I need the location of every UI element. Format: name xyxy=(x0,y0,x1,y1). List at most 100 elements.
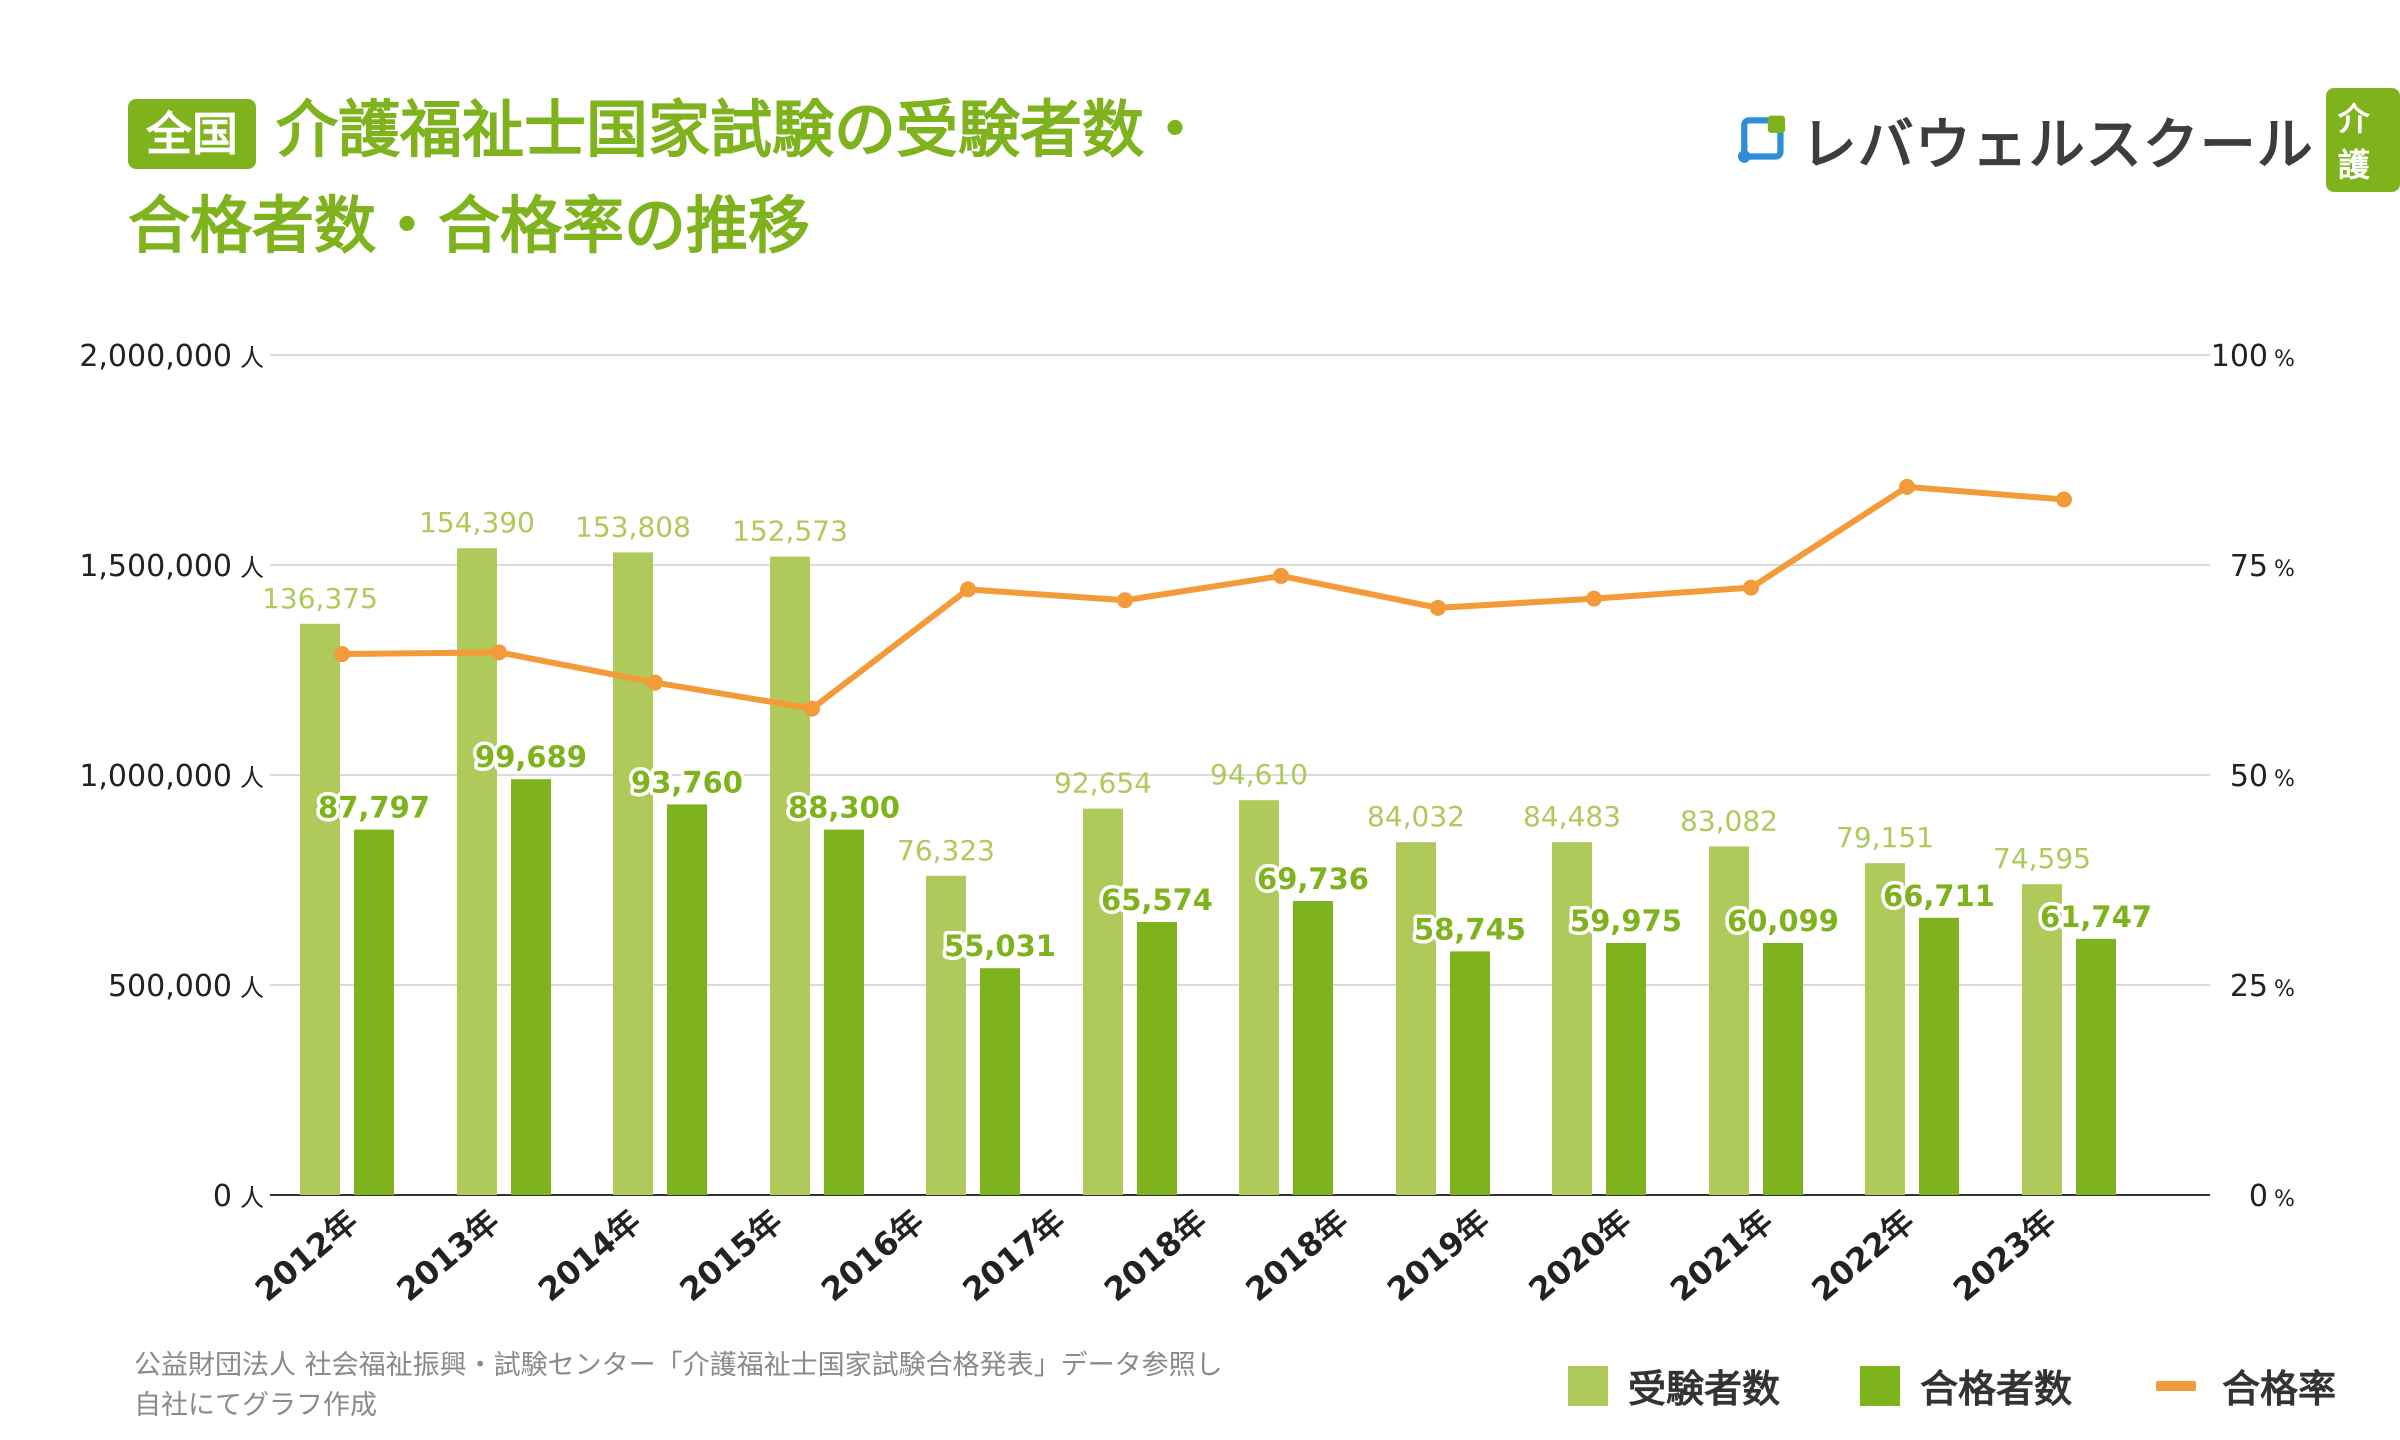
logo-mark-icon xyxy=(1738,115,1786,163)
bar-passers xyxy=(1293,901,1333,1195)
source-note: 公益財団法人 社会福祉振興・試験センター「介護福祉士国家試験合格発表」データ参照… xyxy=(134,1346,1223,1426)
bar-examinees xyxy=(1709,846,1749,1195)
y-left-unit-label: 人 xyxy=(240,764,264,792)
y-right-tick-label: 0 xyxy=(2249,1179,2268,1214)
x-tick-label: 2020年 xyxy=(1521,1202,1638,1309)
rate-point xyxy=(491,644,507,661)
x-tick-label: 2022年 xyxy=(1804,1202,1921,1309)
y-right-tick-label: 25 xyxy=(2230,969,2268,1004)
bar-examinees xyxy=(300,623,340,1195)
logo-text: レバウェルスクール xyxy=(1800,112,2314,178)
bar-label-examinees: 83,082 xyxy=(1680,804,1778,837)
bar-label-examinees: 84,483 xyxy=(1523,800,1621,833)
region-badge: 全国 xyxy=(128,98,256,169)
bar-label-examinees: 79,151 xyxy=(1836,821,1934,854)
bar-label-examinees: 76,323 xyxy=(897,834,995,867)
bar-passers xyxy=(980,968,1020,1195)
bar-examinees xyxy=(1865,863,1905,1195)
bar-label-examinees: 153,808 xyxy=(575,510,691,543)
bar-passers xyxy=(1450,951,1490,1195)
bar-label-passers: 61,747 xyxy=(2040,900,2152,934)
rate-point xyxy=(960,581,976,598)
page-title: 全国 介護福祉士国家試験の受験者数・ 合格者数・合格率の推移 xyxy=(128,82,1206,274)
title-line-2: 合格者数・合格率の推移 xyxy=(128,189,811,262)
bar-label-passers: 60,099 xyxy=(1727,904,1839,938)
bar-examinees xyxy=(457,548,497,1195)
legend-swatch-passers xyxy=(1860,1365,1900,1406)
rate-point xyxy=(647,674,663,691)
logo-badge: 介護 xyxy=(2325,88,2400,192)
y-left-unit-label: 人 xyxy=(240,974,264,1002)
bar-label-passers: 99,689 xyxy=(475,740,587,774)
bar-label-passers: 88,300 xyxy=(788,791,900,825)
bar-label-passers: 58,745 xyxy=(1414,912,1526,946)
bar-label-examinees: 136,375 xyxy=(262,582,378,615)
bar-examinees xyxy=(926,875,966,1195)
y-left-tick-label: 1,000,000 xyxy=(79,759,232,794)
bar-passers xyxy=(1137,922,1177,1195)
y-left-tick-label: 500,000 xyxy=(108,969,232,1004)
chart: 0 人 0 %500,000 人 25 %1,000,000 人 50 %1,500,000 人 75… xyxy=(79,339,2295,1309)
x-tick-label: 2017年 xyxy=(955,1202,1072,1309)
legend-swatch-examinees xyxy=(1568,1365,1608,1406)
bar-examinees xyxy=(1552,842,1592,1195)
y-left-tick-label: 1,500,000 xyxy=(79,549,232,584)
y-right-tick-label: 50 xyxy=(2230,759,2268,794)
source-line-1: 公益財団法人 社会福祉振興・試験センター「介護福祉士国家試験合格発表」データ参照… xyxy=(134,1350,1223,1381)
y-left-tick-label: 0 xyxy=(213,1179,232,1214)
rate-point xyxy=(1273,567,1289,584)
bar-passers xyxy=(1606,943,1646,1195)
bar-passers xyxy=(2076,938,2116,1195)
x-tick-label: 2013年 xyxy=(389,1202,506,1309)
brand-logo: レバウェルスクール 介護 xyxy=(1738,88,2400,192)
title-text-1: 介護福祉士国家試験の受験者数・ xyxy=(276,93,1207,166)
x-tick-label: 2021年 xyxy=(1663,1202,1780,1309)
y-right-tick-label: 100 xyxy=(2211,339,2268,374)
bar-label-examinees: 92,654 xyxy=(1054,767,1152,800)
bar-examinees xyxy=(1239,800,1279,1195)
y-left-unit-label: 人 xyxy=(240,344,264,372)
bar-passers xyxy=(354,829,394,1195)
legend-swatch-rate xyxy=(2156,1380,2196,1391)
bar-label-examinees: 94,610 xyxy=(1210,758,1308,791)
rate-point xyxy=(1117,592,1133,609)
bar-examinees xyxy=(770,556,810,1195)
bar-label-passers: 93,760 xyxy=(631,765,743,799)
rate-point xyxy=(1430,599,1446,616)
legend-examinees: 受験者数 xyxy=(1568,1358,1780,1413)
y-right-unit-label: % xyxy=(2274,557,2295,582)
y-left-tick-label: 2,000,000 xyxy=(79,339,232,374)
bar-label-examinees: 84,032 xyxy=(1367,800,1465,833)
bar-examinees xyxy=(613,552,653,1195)
y-left-unit-label: 人 xyxy=(240,1184,264,1212)
bar-examinees xyxy=(1083,808,1123,1195)
x-tick-label: 2016年 xyxy=(814,1202,931,1309)
legend-label-examinees: 受験者数 xyxy=(1628,1367,1781,1411)
title-line-1: 全国 介護福祉士国家試験の受験者数・ xyxy=(128,82,1206,178)
legend-passers: 合格者数 xyxy=(1860,1358,2072,1413)
bar-label-passers: 66,711 xyxy=(1883,879,1995,913)
x-tick-label: 2018年 xyxy=(1238,1202,1355,1309)
bar-passers xyxy=(824,829,864,1195)
x-tick-label: 2018年 xyxy=(1097,1202,1214,1309)
x-tick-label: 2012年 xyxy=(248,1202,365,1309)
y-right-unit-label: % xyxy=(2274,977,2295,1002)
legend-rate: 合格率 xyxy=(2156,1358,2336,1413)
bar-label-examinees: 152,573 xyxy=(732,515,848,548)
y-right-unit-label: % xyxy=(2274,1187,2295,1212)
x-tick-label: 2014年 xyxy=(531,1202,648,1309)
y-right-unit-label: % xyxy=(2274,347,2295,372)
rate-point xyxy=(2056,491,2072,508)
bar-label-passers: 65,574 xyxy=(1101,883,1213,917)
rate-point xyxy=(1899,478,1915,495)
bar-label-examinees: 74,595 xyxy=(1993,842,2091,875)
rate-point xyxy=(804,700,820,717)
y-right-unit-label: % xyxy=(2274,767,2295,792)
bar-passers xyxy=(1919,917,1959,1195)
rate-point xyxy=(1743,579,1759,596)
bar-label-passers: 69,736 xyxy=(1257,862,1369,896)
bar-passers xyxy=(667,804,707,1195)
rate-point xyxy=(1586,590,1602,607)
legend-label-rate: 合格率 xyxy=(2222,1367,2337,1411)
y-right-tick-label: 75 xyxy=(2230,549,2268,584)
